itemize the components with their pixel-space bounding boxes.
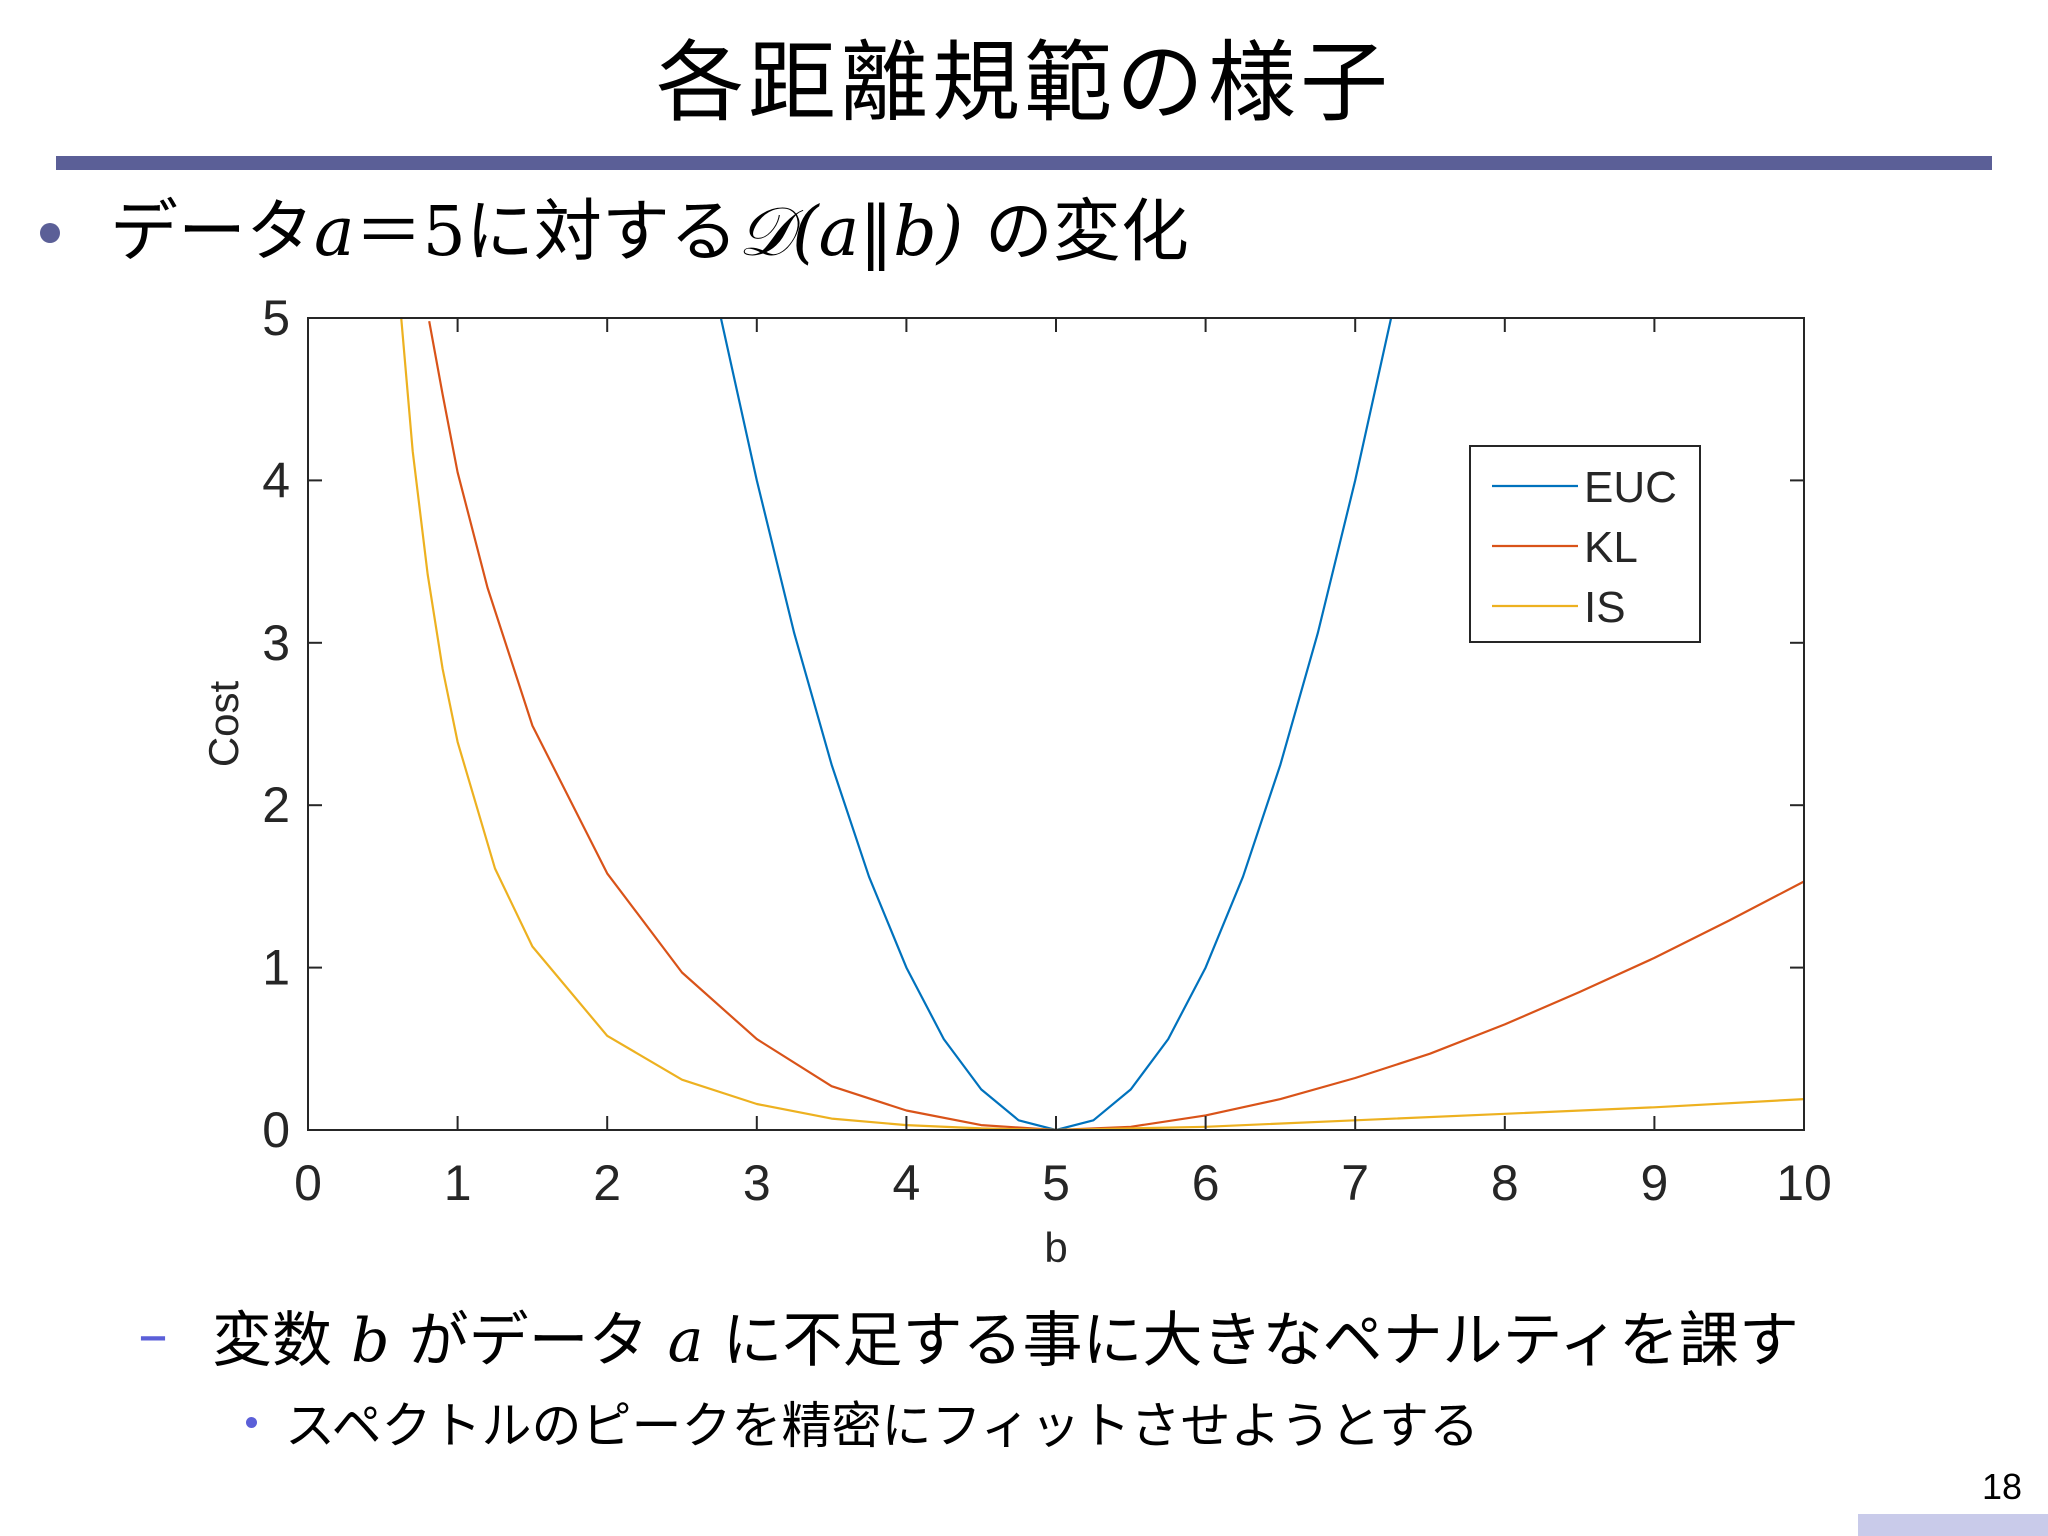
equals-sign: ＝	[354, 193, 423, 272]
bullet-dot-icon	[40, 223, 60, 243]
x-tick-label: 10	[1776, 1155, 1832, 1211]
y-tick-label: 0	[262, 1102, 290, 1158]
tick-layer: 0 1 2 3 4 5 6 7 8 9 10 0 1 2 3 4 5	[262, 290, 1832, 1211]
x-tick-label: 4	[892, 1155, 920, 1211]
sub-text-post: に不足する事に大きなペナルティを課す	[722, 1305, 1799, 1376]
y-tick-label: 2	[262, 777, 290, 833]
y-tick-label: 4	[262, 452, 290, 508]
y-tick-label: 5	[262, 290, 290, 346]
legend: EUC KL IS	[1469, 445, 1701, 643]
sub-text-mid: がデータ	[408, 1305, 649, 1376]
title-divider	[56, 156, 1992, 170]
x-tick-label: 9	[1640, 1155, 1668, 1211]
sub-sub-bullet-text: スペクトルのピークを精密にフィットさせようとする	[285, 1397, 1479, 1455]
sub-sub-bullet: スペクトルのピークを精密にフィットさせようとする	[246, 1392, 1479, 1455]
y-axis-label: Cost	[200, 680, 247, 767]
series-line-kl	[428, 321, 1804, 1130]
variable-b: b	[351, 1305, 390, 1376]
x-tick-label: 3	[743, 1155, 771, 1211]
legend-box	[1469, 445, 1701, 643]
sub-bullet-dot-icon	[246, 1416, 257, 1428]
variable-a: a	[314, 193, 355, 272]
main-bullet: データa＝5に対する𝒟(a‖b) の変化	[36, 188, 1189, 278]
x-tick-label: 1	[444, 1155, 472, 1211]
page-number: 18	[1981, 1466, 2022, 1507]
bullet-text-post: の変化	[984, 193, 1189, 272]
y-tick-label: 3	[262, 615, 290, 671]
divergence-chart: 0 1 2 3 4 5 6 7 8 9 10 0 1 2 3 4 5 EUC KL IS b Cost	[200, 290, 1832, 1271]
sub-bullet: – 変数 b がデータ a に不足する事に大きなペナルティを課す	[138, 1290, 1799, 1380]
x-tick-label: 2	[593, 1155, 621, 1211]
legend-label-is: IS	[1584, 583, 1626, 632]
footer-bar	[1858, 1514, 2048, 1536]
x-tick-label: 5	[1042, 1155, 1070, 1211]
main-bullet-text: データa＝5に対する𝒟(a‖b) の変化	[110, 188, 1189, 278]
value-five: 5	[422, 193, 466, 272]
sub-text-pre: 変数	[212, 1305, 332, 1376]
sub-bullet-text: 変数 b がデータ a に不足する事に大きなペナルティを課す	[212, 1292, 1799, 1379]
slide-title: 各距離規範の様子	[655, 31, 1392, 134]
x-tick-label: 8	[1491, 1155, 1519, 1211]
bullet-text-mid: に対する	[465, 193, 738, 272]
divergence-expression: 𝒟(a‖b)	[737, 193, 964, 272]
dash-marker: –	[138, 1300, 168, 1370]
sub-variable-a: a	[667, 1305, 704, 1376]
y-tick-label: 1	[262, 940, 290, 996]
bullet-text-pre: データ	[110, 193, 315, 272]
x-axis-label: b	[1044, 1224, 1067, 1271]
x-tick-label: 7	[1341, 1155, 1369, 1211]
x-tick-label: 0	[294, 1155, 322, 1211]
legend-label-kl: KL	[1584, 523, 1638, 572]
legend-label-euc: EUC	[1584, 463, 1677, 512]
series-line-euc	[719, 318, 1393, 1130]
x-tick-label: 6	[1192, 1155, 1220, 1211]
